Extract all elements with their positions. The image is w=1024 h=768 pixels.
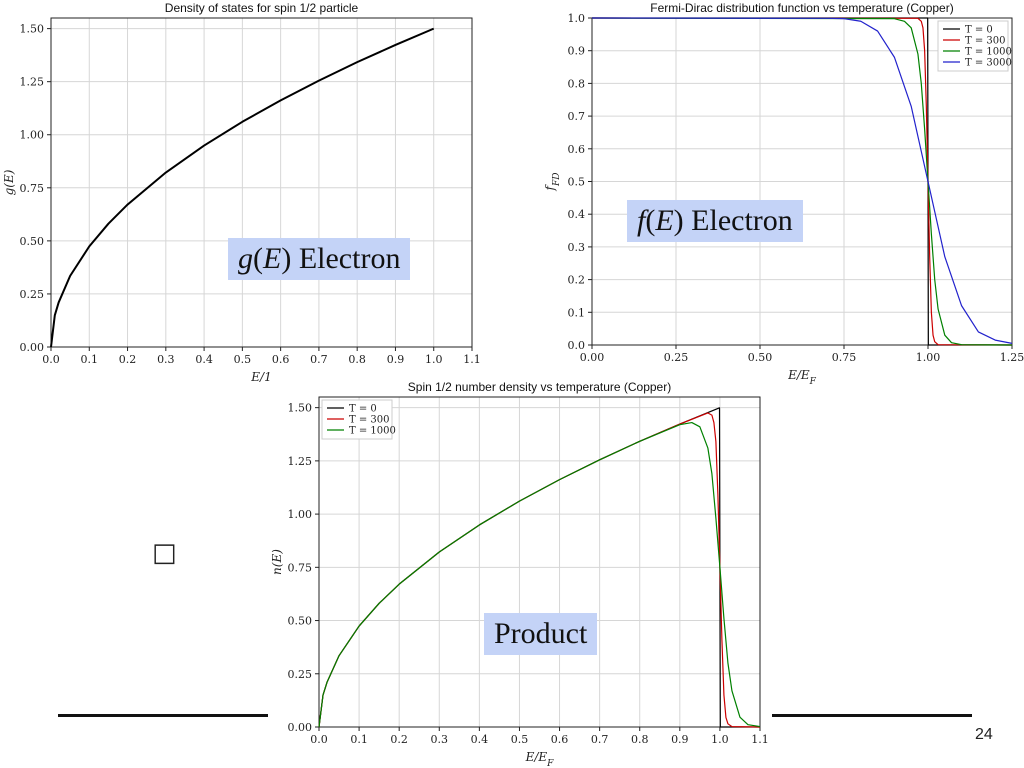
- x-tick-label: 0.00: [580, 351, 605, 364]
- x-axis-label: E/EF: [787, 368, 817, 387]
- x-tick-label: 0.9: [671, 733, 689, 746]
- y-tick-label: 0.2: [568, 274, 586, 287]
- y-tick-label: 0.7: [568, 110, 586, 123]
- legend-label: T = 1000: [965, 47, 1012, 58]
- x-tick-label: 0.9: [387, 353, 405, 366]
- chart-title: Density of states for spin 1/2 particle: [165, 1, 359, 15]
- x-tick-label: 0.5: [234, 353, 252, 366]
- y-tick-label: 1.25: [20, 76, 45, 89]
- legend-label: T = 300: [965, 36, 1006, 47]
- g-callout-arg: E: [263, 242, 282, 275]
- y-tick-label: 1.25: [288, 455, 313, 468]
- x-tick-label: 0.6: [272, 353, 290, 366]
- y-tick-label: 0.0: [568, 339, 586, 352]
- y-tick-label: 0.50: [20, 235, 45, 248]
- placeholder-box-glyph: □: [152, 538, 177, 568]
- x-tick-label: 1.00: [916, 351, 941, 364]
- x-tick-label: 0.6: [551, 733, 569, 746]
- series-line-1: [318, 412, 761, 728]
- x-tick-label: 0.4: [195, 353, 213, 366]
- chart-title: Spin 1/2 number density vs temperature (…: [408, 380, 671, 394]
- page-number: 24: [975, 726, 993, 743]
- x-tick-label: 0.5: [511, 733, 529, 746]
- x-tick-label: 0.0: [42, 353, 60, 366]
- x-tick-label: 1.0: [711, 733, 729, 746]
- y-tick-label: 0.9: [568, 45, 586, 58]
- x-tick-label: 0.75: [832, 351, 857, 364]
- x-tick-label: 0.4: [471, 733, 489, 746]
- x-tick-label: 0.2: [119, 353, 137, 366]
- f-callout-text: Electron: [691, 204, 793, 237]
- x-tick-label: 0.7: [591, 733, 609, 746]
- x-tick-label: 0.1: [350, 733, 368, 746]
- x-tick-label: 0.7: [310, 353, 328, 366]
- x-tick-label: 0.25: [664, 351, 689, 364]
- x-tick-label: 1.0: [425, 353, 443, 366]
- x-tick-label: 0.0: [310, 733, 328, 746]
- x-tick-label: 1.1: [463, 353, 481, 366]
- y-tick-label: 1.0: [568, 12, 586, 25]
- y-tick-label: 0.25: [20, 288, 45, 301]
- y-tick-label: 0.50: [288, 615, 313, 628]
- x-tick-label: 0.50: [748, 351, 773, 364]
- plot-frame: [318, 396, 761, 728]
- y-tick-label: 0.00: [20, 341, 45, 354]
- y-tick-label: 0.00: [288, 721, 313, 734]
- f-callout-func: f: [637, 204, 646, 237]
- y-tick-label: 0.6: [568, 143, 586, 156]
- x-tick-label: 1.1: [751, 733, 769, 746]
- dos-chart: Density of states for spin 1/2 particle 0…: [2, 1, 481, 384]
- product-callout-text: Product: [494, 617, 588, 650]
- y-tick-label: 1.50: [20, 23, 45, 36]
- fermi-dirac-chart: Fermi-Dirac distribution function vs tem…: [543, 1, 1024, 387]
- x-tick-label: 0.1: [81, 353, 99, 366]
- x-axis-label: E/EF: [525, 750, 555, 768]
- g-callout-func: g: [238, 242, 253, 275]
- legend-label: T = 3000: [965, 58, 1012, 69]
- legend-label: T = 1000: [349, 426, 396, 437]
- number-density-chart: Spin 1/2 number density vs temperature (…: [270, 380, 769, 768]
- x-tick-label: 0.8: [631, 733, 649, 746]
- legend-label: T = 0: [349, 404, 377, 415]
- plot-frame: [50, 17, 473, 348]
- y-tick-label: 0.4: [568, 208, 586, 221]
- y-tick-label: 0.25: [288, 668, 313, 681]
- g-electron-callout: g(E) Electron: [228, 238, 411, 280]
- g-callout-text: Electron: [298, 242, 401, 275]
- series-line-3: [591, 17, 1013, 344]
- y-axis-label: fFD: [543, 173, 562, 192]
- y-axis-label: n(E): [270, 549, 284, 575]
- y-tick-label: 0.5: [568, 176, 586, 189]
- left-rule: [58, 714, 268, 717]
- y-tick-label: 0.75: [20, 182, 45, 195]
- x-axis-label: E/1: [250, 370, 271, 384]
- f-electron-callout: f(E) Electron: [627, 200, 803, 242]
- y-tick-label: 1.50: [288, 402, 313, 415]
- y-tick-label: 0.75: [288, 561, 313, 574]
- chart-title: Fermi-Dirac distribution function vs tem…: [650, 1, 953, 15]
- y-tick-label: 0.1: [568, 306, 586, 319]
- x-tick-label: 0.3: [157, 353, 175, 366]
- legend-label: T = 300: [349, 415, 390, 426]
- series-line-2: [318, 421, 761, 728]
- x-tick-label: 0.2: [390, 733, 408, 746]
- y-tick-label: 1.00: [20, 129, 45, 142]
- x-tick-label: 1.25: [1000, 351, 1024, 364]
- x-tick-label: 0.3: [431, 733, 449, 746]
- x-tick-label: 0.8: [348, 353, 366, 366]
- right-rule: [772, 714, 972, 717]
- series-line-0: [50, 27, 435, 348]
- y-tick-label: 0.8: [568, 77, 586, 90]
- y-tick-label: 1.00: [288, 508, 313, 521]
- product-callout: Product: [484, 613, 598, 655]
- y-tick-label: 0.3: [568, 241, 586, 254]
- f-callout-arg: E: [655, 204, 674, 237]
- legend-label: T = 0: [965, 25, 993, 36]
- y-axis-label: g(E): [2, 169, 16, 195]
